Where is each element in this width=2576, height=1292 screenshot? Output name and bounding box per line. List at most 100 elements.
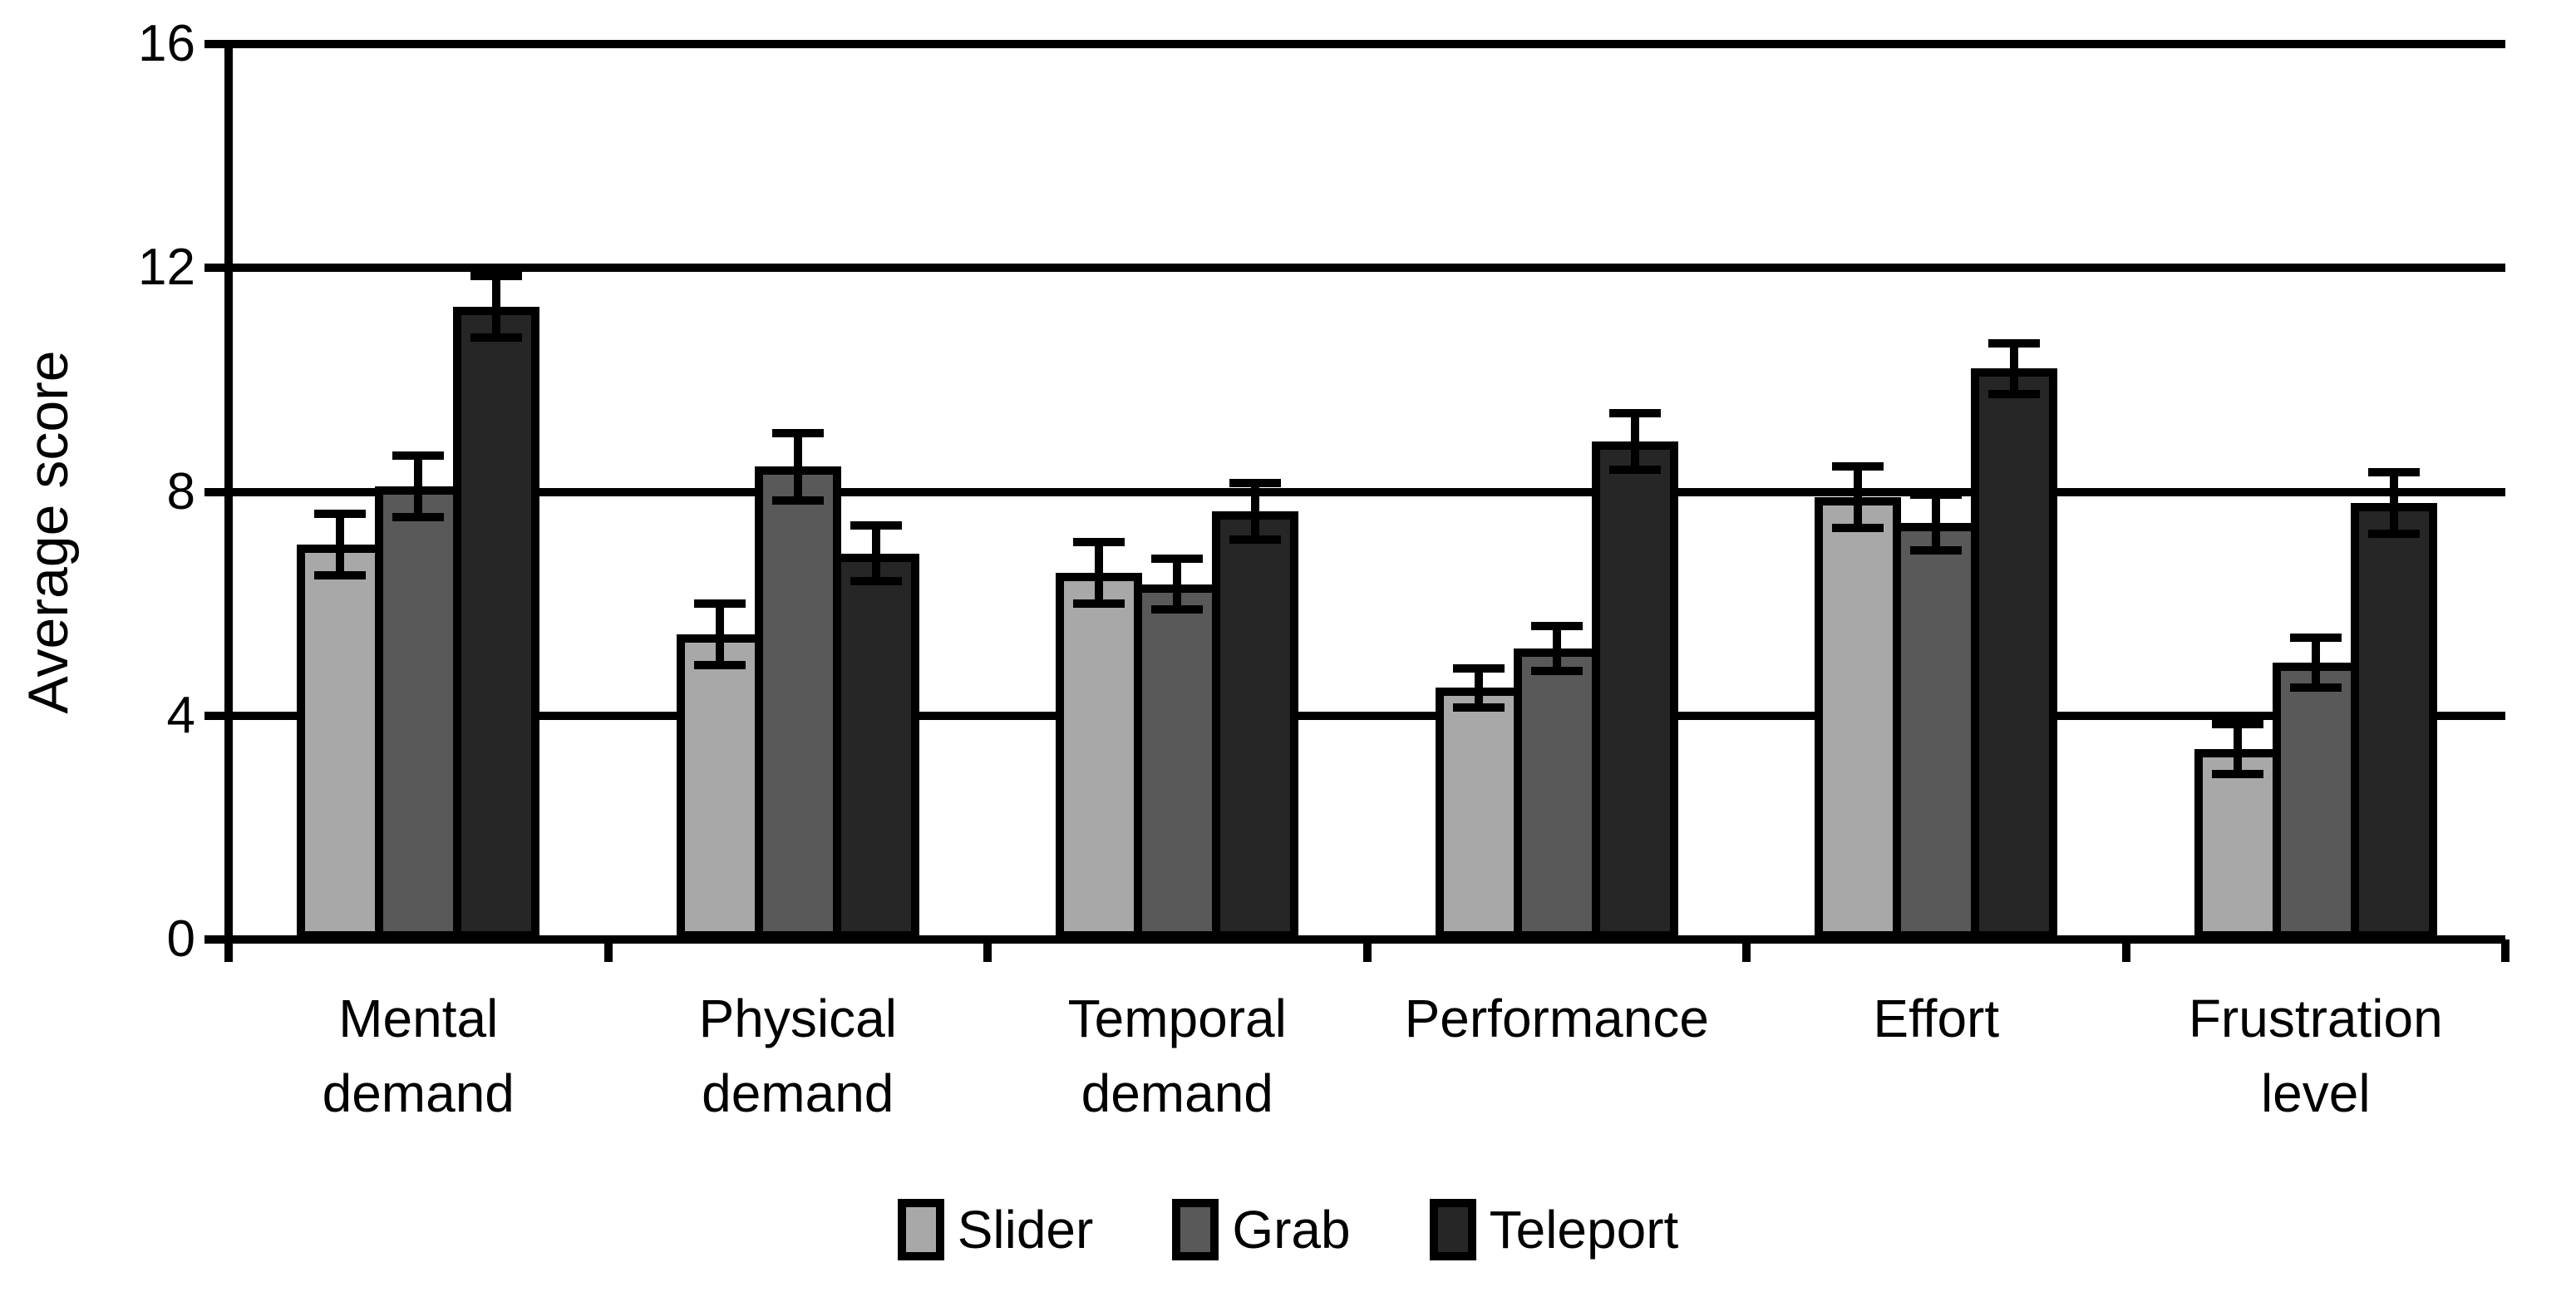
bar-slider-performance (1435, 688, 1522, 939)
x-boundary-tick-6 (2501, 939, 2510, 962)
x-boundary-tick-5 (2121, 939, 2130, 962)
error-bar-grab-performance (1552, 626, 1561, 671)
y-tick-label-12: 12 (138, 239, 195, 297)
error-bar-cap-top-teleport-mental-demand (470, 272, 522, 281)
error-bar-slider-physical-demand (715, 604, 724, 666)
x-boundary-tick-4 (1742, 939, 1751, 962)
error-bar-cap-top-grab-effort (1910, 490, 1962, 499)
error-bar-cap-top-grab-temporal-demand (1151, 555, 1203, 564)
error-bar-cap-bottom-teleport-temporal-demand (1229, 535, 1281, 544)
legend-item-teleport: Teleport (1429, 1199, 1678, 1260)
bar-slider-effort (1815, 497, 1901, 939)
error-bar-cap-top-teleport-physical-demand (850, 520, 902, 530)
x-boundary-tick-3 (1362, 939, 1372, 962)
bar-slider-mental-demand (297, 545, 383, 939)
legend-label-slider: Slider (957, 1200, 1094, 1260)
error-bar-teleport-frustration-level (2389, 471, 2398, 534)
bar-teleport-performance (1591, 441, 1678, 939)
error-bar-cap-bottom-slider-frustration-level (2211, 770, 2263, 779)
bar-slider-temporal-demand (1056, 573, 1142, 939)
error-bar-cap-top-slider-physical-demand (693, 599, 746, 609)
error-bar-cap-top-slider-temporal-demand (1073, 538, 1125, 547)
error-bar-slider-performance (1474, 668, 1483, 708)
bar-grab-performance (1513, 648, 1600, 939)
category-label-effort: Effort (1873, 989, 2000, 1048)
error-bar-cap-bottom-slider-effort (1832, 524, 1884, 533)
error-bar-cap-bottom-slider-temporal-demand (1073, 599, 1125, 609)
gridline-16 (229, 40, 2505, 48)
gridline-4 (229, 711, 2505, 720)
error-bar-cap-bottom-grab-performance (1530, 666, 1583, 675)
error-bar-cap-top-slider-mental-demand (314, 510, 366, 519)
error-bar-cap-bottom-grab-frustration-level (2289, 683, 2342, 693)
error-bar-teleport-effort (2010, 343, 2018, 394)
error-bar-cap-top-grab-frustration-level (2289, 633, 2342, 642)
y-tick-label-16: 16 (138, 15, 195, 72)
legend-item-grab: Grab (1172, 1199, 1351, 1260)
error-bar-cap-bottom-grab-mental-demand (392, 512, 444, 521)
error-bar-grab-effort (1932, 494, 1940, 551)
error-bar-cap-bottom-teleport-physical-demand (850, 577, 902, 586)
error-bar-cap-top-teleport-frustration-level (2367, 467, 2420, 476)
error-bar-cap-top-grab-physical-demand (771, 428, 824, 437)
error-bar-cap-bottom-teleport-effort (1988, 389, 2040, 398)
legend-swatch-grab-icon (1172, 1199, 1219, 1260)
legend-swatch-slider-icon (897, 1199, 944, 1260)
error-bar-cap-bottom-teleport-mental-demand (470, 333, 522, 343)
bar-teleport-temporal-demand (1212, 511, 1298, 939)
error-bar-cap-top-grab-performance (1530, 622, 1583, 631)
bar-grab-mental-demand (375, 486, 461, 939)
bar-grab-frustration-level (2272, 662, 2359, 939)
bar-grab-physical-demand (754, 466, 841, 939)
error-bar-cap-bottom-slider-mental-demand (314, 571, 366, 580)
legend-label-grab: Grab (1232, 1200, 1351, 1260)
error-bar-cap-bottom-grab-temporal-demand (1151, 604, 1203, 614)
error-bar-cap-top-slider-performance (1452, 663, 1505, 673)
error-bar-cap-bottom-grab-physical-demand (771, 496, 824, 505)
y-tick-4 (204, 711, 229, 720)
bar-grab-temporal-demand (1134, 584, 1220, 939)
error-bar-cap-top-slider-effort (1832, 462, 1884, 471)
error-bar-teleport-temporal-demand (1251, 483, 1259, 540)
gridline-8 (229, 487, 2505, 496)
bar-slider-physical-demand (676, 634, 763, 939)
y-tick-16 (204, 40, 229, 48)
legend-item-slider: Slider (897, 1199, 1094, 1260)
x-boundary-tick-2 (983, 939, 992, 962)
error-bar-slider-temporal-demand (1095, 542, 1103, 604)
bar-teleport-effort (1971, 368, 2057, 939)
error-bar-slider-frustration-level (2233, 723, 2242, 775)
legend-swatch-teleport-icon (1429, 1199, 1476, 1260)
bar-teleport-mental-demand (453, 307, 539, 939)
error-bar-teleport-mental-demand (492, 276, 500, 338)
error-bar-grab-mental-demand (414, 455, 422, 517)
error-bar-cap-top-teleport-performance (1608, 409, 1661, 418)
y-tick-label-4: 4 (166, 686, 195, 744)
error-bar-teleport-performance (1630, 413, 1639, 470)
error-bar-cap-bottom-slider-physical-demand (693, 661, 746, 670)
error-bar-grab-temporal-demand (1173, 559, 1181, 609)
y-tick-label-0: 0 (166, 910, 195, 968)
bar-teleport-frustration-level (2350, 502, 2437, 939)
error-bar-slider-effort (1854, 466, 1862, 529)
error-bar-teleport-physical-demand (871, 525, 880, 582)
error-bar-cap-top-teleport-temporal-demand (1229, 479, 1281, 488)
error-bar-cap-top-slider-frustration-level (2211, 719, 2263, 728)
bar-grab-effort (1893, 522, 1979, 939)
y-axis-line (224, 40, 233, 962)
x-boundary-tick-1 (603, 939, 613, 962)
category-label-frustration-level: Frustration level (2188, 989, 2443, 1123)
y-tick-label-8: 8 (166, 462, 195, 520)
category-label-temporal-demand: Temporal demand (1067, 989, 1287, 1123)
category-label-performance: Performance (1404, 989, 1709, 1048)
bar-teleport-physical-demand (832, 553, 919, 939)
error-bar-cap-top-grab-mental-demand (392, 451, 444, 460)
error-bar-cap-bottom-teleport-performance (1608, 465, 1661, 474)
category-label-physical-demand: Physical demand (698, 989, 897, 1123)
y-tick-8 (204, 487, 229, 496)
error-bar-cap-bottom-grab-effort (1910, 546, 1962, 555)
legend: Slider Grab Teleport (0, 1199, 2576, 1260)
error-bar-grab-frustration-level (2311, 637, 2320, 688)
